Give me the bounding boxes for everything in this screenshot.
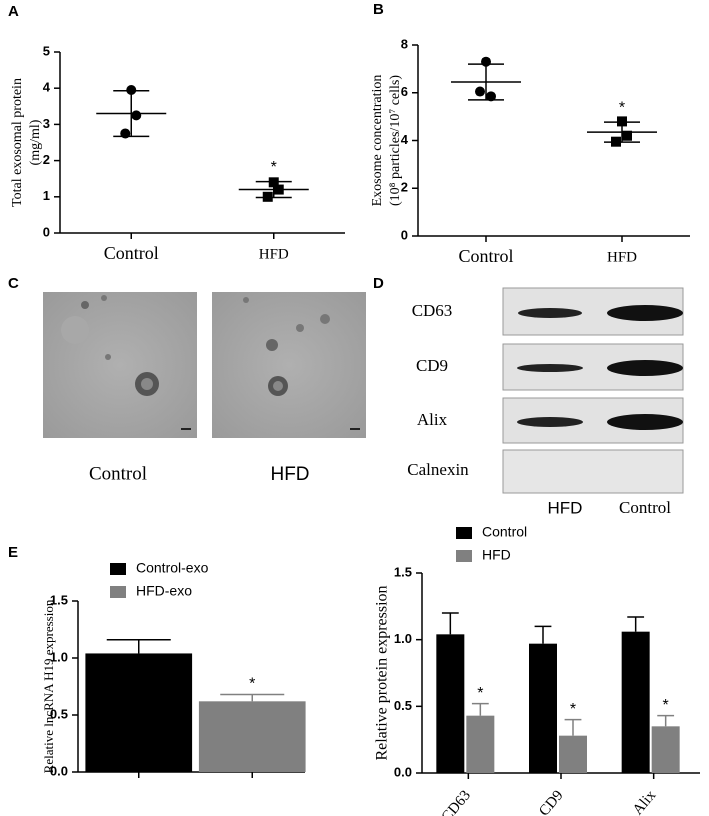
legend-label: HFD [482, 547, 511, 563]
y-tick-label: 1.0 [50, 649, 68, 664]
significance: * [619, 99, 625, 116]
y-axis-label: Total exosomal protein [10, 78, 25, 207]
blot-lane-label: HFD [548, 498, 583, 517]
legend-label: Control [482, 524, 527, 540]
bar [559, 735, 587, 773]
blot-row-label: Calnexin [407, 460, 469, 479]
blot-row-label: CD63 [412, 301, 453, 320]
y-tick-label: 6 [401, 84, 408, 99]
significance: * [477, 685, 483, 702]
y-axis-label: (10⁸ particles/10⁷ cells) [388, 75, 403, 206]
y-tick-label: 0 [43, 224, 50, 239]
bar [529, 643, 557, 773]
y-tick-label: 1.5 [50, 592, 68, 607]
micrograph [212, 292, 366, 438]
y-tick-label: 1 [43, 188, 50, 203]
x-tick-label: HFD [259, 246, 289, 262]
micrograph-caption: Control [89, 463, 147, 484]
y-tick-label: 5 [43, 43, 50, 58]
x-tick-label: Alix [630, 787, 660, 816]
legend-swatch [110, 586, 126, 598]
blot-row-label: Alix [417, 410, 448, 429]
legend-label: Control-exo [136, 560, 209, 576]
x-tick-label: Control [458, 246, 513, 266]
panel-label: C [8, 275, 19, 292]
significance: * [271, 159, 277, 176]
x-tick-label: HFD [607, 249, 637, 265]
y-tick-label: 3 [43, 116, 50, 131]
significance: * [249, 676, 255, 693]
y-tick-label: 0.5 [394, 698, 412, 713]
y-tick-label: 1.0 [394, 631, 412, 646]
legend-label: HFD-exo [136, 583, 192, 599]
y-tick-label: 4 [401, 132, 409, 147]
bar [621, 631, 650, 773]
y-tick-label: 0.5 [50, 706, 68, 721]
y-tick-label: 0.0 [50, 763, 68, 778]
y-tick-label: 1.5 [394, 564, 412, 579]
bar [198, 701, 306, 772]
y-axis-label: (mg/ml) [28, 119, 43, 165]
bar [651, 726, 680, 773]
y-tick-label: 0.0 [394, 764, 412, 779]
x-tick-label: CD63 [439, 787, 474, 816]
bar [436, 634, 465, 773]
panel-label: E [8, 544, 18, 561]
data-point [475, 86, 485, 97]
blot [502, 287, 684, 494]
y-tick-label: 8 [401, 36, 408, 51]
y-tick-label: 2 [401, 180, 408, 195]
data-point [486, 91, 496, 102]
data-point [622, 130, 632, 141]
bar [85, 653, 193, 772]
micrograph [43, 292, 197, 438]
panel-label: B [373, 1, 384, 18]
y-tick-label: 2 [43, 152, 50, 167]
blot-lane-label: Control [619, 498, 671, 517]
y-tick-label: 0 [401, 227, 408, 242]
y-axis-label: Relative lncRNA H19 expression [41, 599, 56, 773]
x-tick-label: CD9 [536, 787, 566, 816]
legend-swatch [456, 527, 472, 539]
y-axis-label: Relative protein expression [374, 585, 391, 760]
data-point [131, 110, 142, 121]
significance: * [663, 697, 669, 714]
x-tick-label: Control [104, 243, 159, 263]
blot-row-label: CD9 [416, 356, 448, 375]
panel-label: A [8, 3, 19, 20]
legend-swatch [110, 563, 126, 575]
bar [466, 715, 495, 773]
legend-swatch [456, 550, 472, 562]
y-axis-label: Exosome concentration [370, 75, 385, 207]
panel-label: D [373, 275, 384, 292]
significance: * [570, 701, 576, 718]
micrograph-caption: HFD [270, 464, 309, 485]
y-tick-label: 4 [43, 80, 51, 95]
